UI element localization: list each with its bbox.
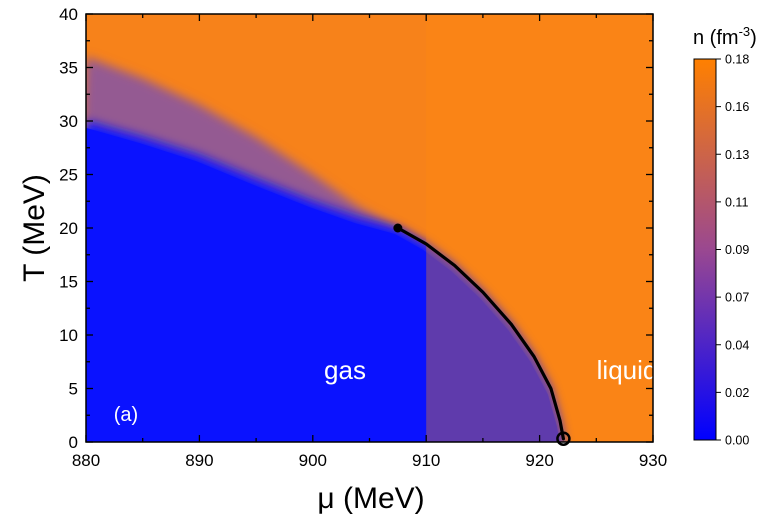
y-tick-label: 10 (59, 326, 78, 345)
panel-label: (a) (114, 404, 138, 426)
colorbar-title: n (fm-3) (693, 24, 757, 49)
y-axis-label: T (MeV) (18, 174, 51, 282)
x-tick-label: 900 (299, 451, 327, 470)
liquid-label: liquid (597, 355, 658, 385)
y-tick-label: 5 (69, 380, 78, 399)
x-tick-label: 890 (185, 451, 213, 470)
colorbar-tick-label: 0.11 (725, 195, 748, 209)
colorbar-tick-label: 0.04 (725, 338, 749, 352)
colorbar-tick-label: 0.09 (725, 243, 749, 257)
x-tick-label: 920 (525, 451, 553, 470)
critical-point-marker (393, 223, 403, 233)
colorbar (693, 58, 717, 441)
x-tick-label: 930 (639, 451, 667, 470)
liquid-highlight (426, 14, 653, 442)
y-tick-label: 20 (59, 219, 78, 238)
y-tick-label: 25 (59, 166, 78, 185)
y-tick-label: 30 (59, 112, 78, 131)
y-tick-label: 0 (69, 433, 78, 452)
x-tick-label: 880 (72, 451, 100, 470)
phase-boundary-line (396, 226, 565, 441)
colorbar-tick-label: 0.13 (725, 148, 749, 162)
density-heatmap (86, 14, 653, 442)
colorbar-tick-label: 0.02 (725, 386, 749, 400)
gas-region (86, 121, 564, 442)
colorbar-tick-label: 0.18 (725, 53, 749, 67)
zero-temperature-endpoint-marker (556, 431, 571, 447)
y-tick-label: 35 (59, 59, 78, 78)
colorbar-ticks: 0.00 0.02 0.04 0.07 0.09 0.11 0.13 0.16 0.18 (716, 53, 749, 448)
x-axis-label: μ (MeV) (317, 482, 424, 515)
colorbar-tick-label: 0.00 (725, 434, 749, 448)
x-axis-ticks: 880 890 900 910 920 930 (72, 14, 667, 470)
y-axis-ticks: 0 5 10 15 20 25 30 35 40 (59, 5, 653, 452)
gas-label: gas (324, 355, 366, 385)
y-tick-label: 40 (59, 5, 78, 24)
colorbar-tick-label: 0.07 (725, 291, 749, 305)
colorbar-tick-label: 0.16 (725, 100, 749, 114)
y-tick-label: 15 (59, 273, 78, 292)
x-tick-label: 910 (412, 451, 440, 470)
